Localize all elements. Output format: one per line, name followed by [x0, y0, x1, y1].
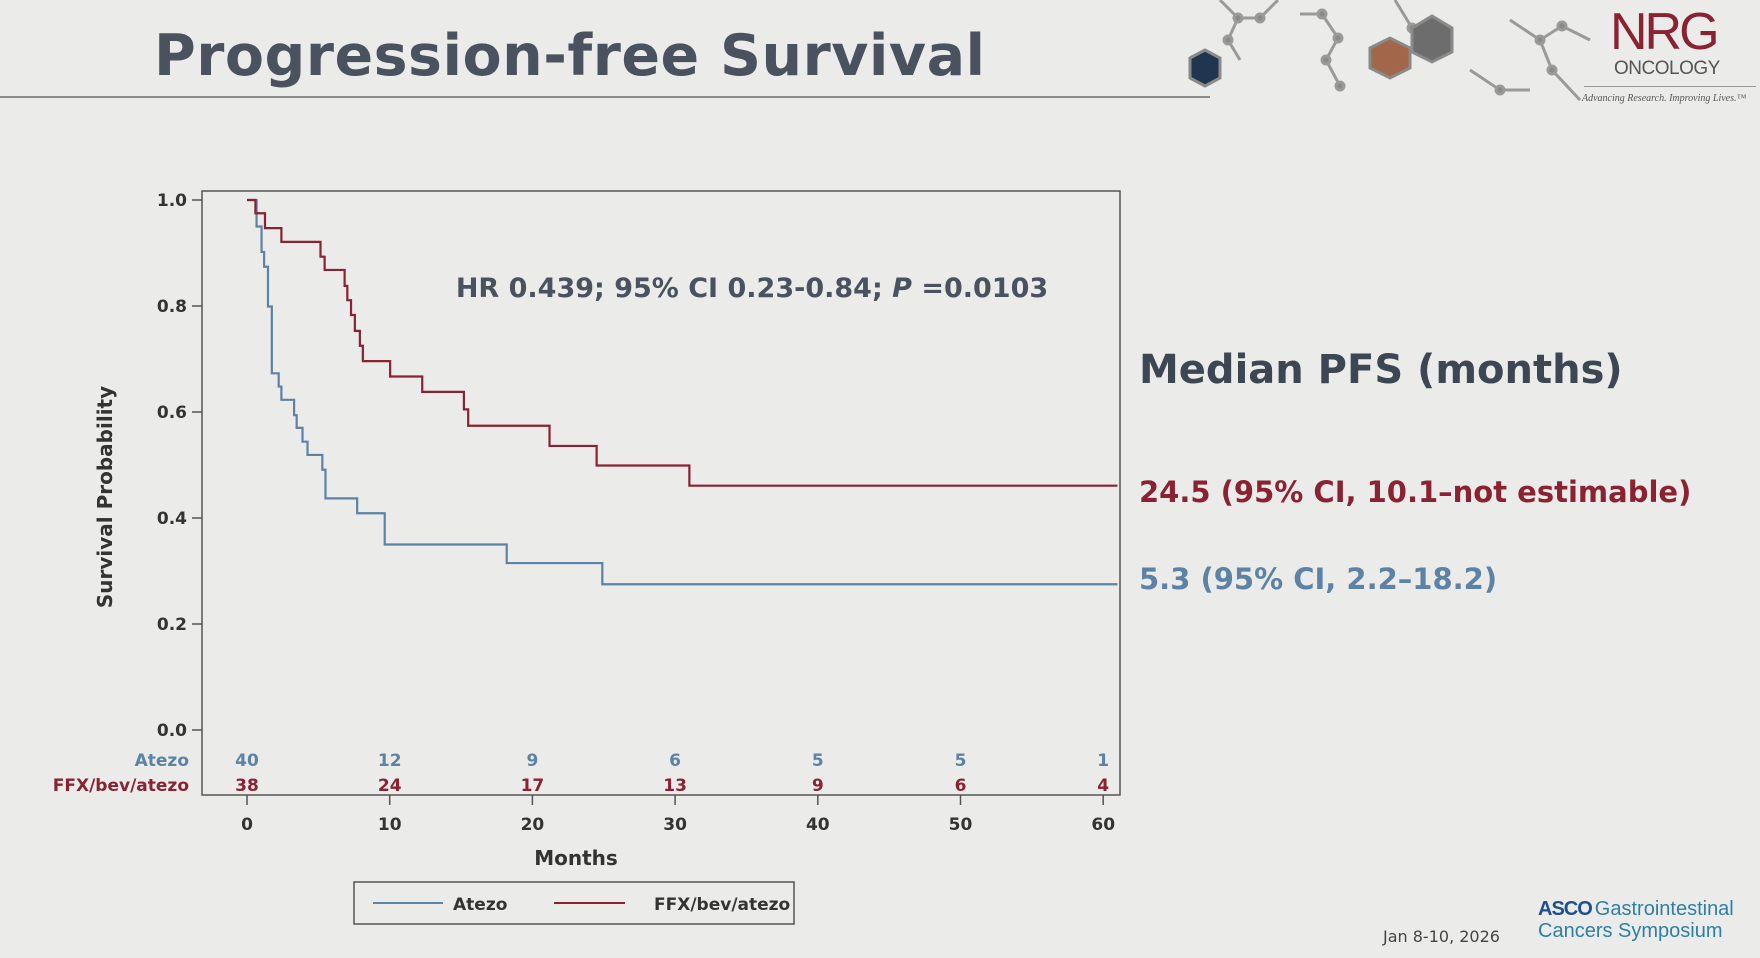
nrg-logo: NRG: [1610, 6, 1720, 58]
at-risk-count: 38: [235, 776, 259, 796]
at-risk-count: 40: [235, 751, 259, 771]
molecule-decoration-icon: [1188, 0, 1591, 102]
at-risk-count: 13: [663, 776, 687, 796]
at-risk-count: 4: [1097, 776, 1109, 796]
at-risk-count: 12: [378, 751, 402, 771]
y-axis-label: Survival Probability: [93, 386, 117, 608]
legend: Atezo FFX/bev/atezo: [353, 881, 795, 925]
median-pfs-title: Median PFS (months): [1139, 347, 1623, 393]
y-tick-label: 0.6: [157, 403, 187, 423]
slide-title: Progression-free Survival: [154, 23, 986, 89]
at-risk-count: 6: [669, 751, 681, 771]
at-risk-count: 9: [812, 776, 824, 796]
legend-label-atezo: Atezo: [453, 895, 507, 915]
hr-text: HR 0.439; 95% CI 0.23-0.84;: [456, 273, 892, 304]
asco-wordmark: ASCO: [1538, 898, 1593, 920]
legend-box: [353, 881, 795, 925]
x-axis-label: Months: [534, 846, 618, 870]
x-tick-label: 60: [1091, 815, 1115, 835]
at-risk-count: 6: [955, 776, 967, 796]
logo-divider: [1584, 86, 1756, 87]
at-risk-count: 5: [955, 751, 967, 771]
p-symbol: P: [892, 273, 912, 304]
x-tick-label: 0: [241, 815, 253, 835]
legend-label-ffx: FFX/bev/atezo: [654, 895, 790, 915]
asco-line1: Gastrointestinal: [1594, 898, 1734, 920]
at-risk-count: 9: [526, 751, 538, 771]
at-risk-count: 24: [378, 776, 402, 796]
conference-date: Jan 8-10, 2026: [1383, 927, 1500, 946]
logo-tagline: Advancing Research. Improving Lives.™: [1582, 93, 1747, 104]
km-curve-atezo: [247, 198, 1118, 586]
km-curve-ffx-bev-atezo: [247, 198, 1118, 487]
at-risk-count: 1: [1097, 751, 1109, 771]
asco-logo: ASCO Gastrointestinal Cancers Symposium: [1538, 898, 1734, 942]
x-tick-label: 40: [806, 815, 830, 835]
hr-annotation: HR 0.439; 95% CI 0.23-0.84; P =0.0103: [456, 273, 1048, 304]
y-tick-label: 0.2: [157, 615, 187, 635]
at-risk-count: 17: [521, 776, 545, 796]
logo-brand: NRG: [1610, 3, 1720, 61]
y-tick-label: 0.0: [157, 721, 187, 741]
x-tick-label: 10: [378, 815, 402, 835]
x-tick-label: 50: [949, 815, 973, 835]
at-risk-row-label: FFX/bev/atezo: [53, 776, 189, 796]
asco-line2: Cancers Symposium: [1538, 920, 1723, 942]
plot-frame: [201, 190, 1121, 796]
at-risk-row-label: Atezo: [135, 751, 189, 771]
median-pfs-ffx: 24.5 (95% CI, 10.1–not estimable): [1139, 475, 1692, 509]
y-tick-label: 0.8: [157, 297, 187, 317]
logo-sub: ONCOLOGY: [1614, 58, 1720, 79]
x-tick-label: 30: [663, 815, 687, 835]
y-tick-label: 1.0: [157, 191, 187, 211]
median-pfs-atezo: 5.3 (95% CI, 2.2–18.2): [1139, 562, 1498, 596]
header-divider: [0, 96, 1210, 98]
at-risk-count: 5: [812, 751, 824, 771]
y-tick-label: 0.4: [157, 509, 187, 529]
p-value: =0.0103: [912, 273, 1048, 304]
x-tick-label: 20: [521, 815, 545, 835]
